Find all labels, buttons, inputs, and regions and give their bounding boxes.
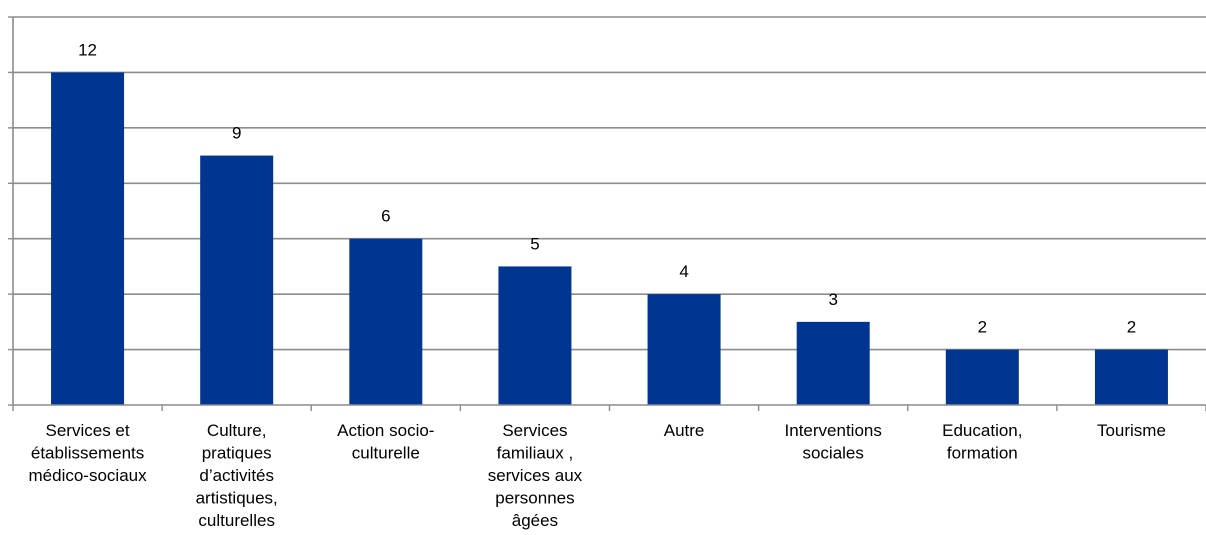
x-tick-label-line: médico-sociaux (29, 466, 148, 485)
x-tick-label-line: Culture, (207, 421, 267, 440)
bar-2 (349, 238, 423, 405)
x-tick-label-line: culturelles (198, 511, 275, 530)
data-label-3: 5 (530, 234, 539, 253)
bar-7 (1094, 349, 1168, 405)
x-tick-label-line: Interventions (785, 421, 882, 440)
x-tick-label-7: Tourisme (1097, 421, 1166, 440)
x-tick-label-line: familiaux , (497, 444, 574, 463)
x-tick-label-line: personnes (495, 489, 574, 508)
x-tick-label-line: artistiques, (196, 489, 278, 508)
bar-0 (51, 72, 125, 405)
x-tick-label-line: culturelle (352, 444, 420, 463)
x-tick-label-line: Autre (664, 421, 705, 440)
data-labels: 12 9 6 5 4 3 2 2 (78, 40, 1136, 336)
data-label-6: 2 (978, 318, 987, 337)
axes (8, 16, 1206, 411)
data-label-4: 4 (679, 262, 688, 281)
x-tick-label-2: Action socio-culturelle (337, 421, 434, 463)
x-tick-label-line: établissements (31, 444, 144, 463)
x-tick-label-line: d’activités (199, 466, 274, 485)
x-tick-label-line: formation (947, 444, 1018, 463)
x-tick-label-line: Services et (46, 421, 130, 440)
x-tick-labels: Services et établissements médico-sociaux C… (29, 421, 1166, 530)
bar-4 (647, 294, 721, 405)
x-tick-label-line: Tourisme (1097, 421, 1166, 440)
x-tick-label-3: Services familiaux , services aux personnes… (488, 421, 583, 530)
x-tick-label-0: Services et établissements médico-sociaux (29, 421, 148, 485)
bar-3 (498, 266, 572, 405)
x-tick-label-line: Action socio- (337, 421, 434, 440)
data-label-1: 9 (232, 124, 241, 143)
x-tick-label-line: pratiques (202, 444, 272, 463)
x-tick-label-line: Services (502, 421, 567, 440)
bars (51, 72, 1168, 405)
x-tick-label-line: services aux (488, 466, 583, 485)
bar-1 (200, 155, 274, 405)
gridlines (13, 16, 1206, 351)
x-tick-label-1: Culture, pratiques d’activités artistiques,… (196, 421, 278, 530)
x-tick-label-5: Interventions sociales (785, 421, 882, 463)
data-label-5: 3 (828, 290, 837, 309)
data-label-7: 2 (1127, 318, 1136, 337)
x-tick-label-4: Autre (664, 421, 705, 440)
x-tick-label-line: sociales (802, 444, 863, 463)
x-tick-label-line: âgées (512, 511, 558, 530)
x-tick-label-line: Education, (942, 421, 1022, 440)
data-label-0: 12 (78, 40, 97, 59)
data-label-2: 6 (381, 207, 390, 226)
bar-6 (945, 349, 1019, 405)
bar-5 (796, 321, 870, 405)
x-tick-label-6: Education, formation (942, 421, 1022, 463)
